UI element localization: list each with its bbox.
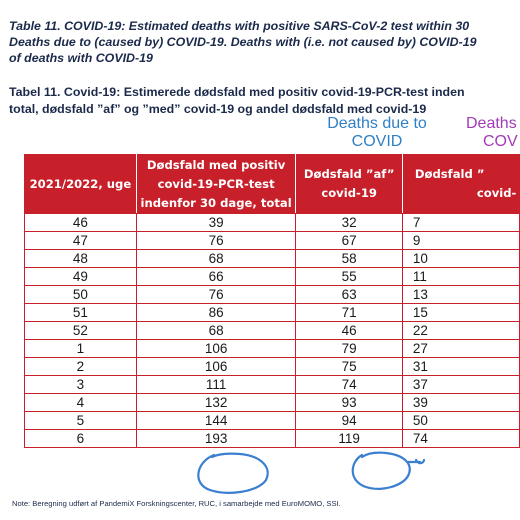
cell-total: 86 [135,303,297,322]
cell-week: 47 [24,231,137,250]
header-due-line-2: covid-19 [321,186,377,200]
header-week: 2021/2022, uge [24,154,137,214]
annotation-blue-line-1: Deaths due to [327,115,427,132]
table-row: 48 68 58 10 [24,249,520,268]
cell-total: 68 [135,321,297,340]
cell-total: 68 [135,249,297,268]
cell-with: 27 [401,339,520,358]
cell-with: 10 [401,249,520,268]
cell-due-to: 74 [295,375,403,394]
cell-due-to: 71 [295,303,403,322]
cell-due-to: 32 [295,213,403,232]
header-deaths-due-to: Dødsfald ”af” covid-19 [295,154,403,214]
table-title-danish: Tabel 11. Covid-19: Estimerede dødsfald … [9,84,520,118]
cell-week: 50 [24,285,137,304]
cell-total: 106 [135,339,297,358]
cell-with: 15 [401,303,520,322]
table-row: 1 106 79 27 [24,339,520,358]
table-row: 52 68 46 22 [24,321,520,340]
annotation-blue-line-2: COVID [351,133,403,150]
title-da-line-2: total, dødsfald ”af” og ”med” covid-19 o… [9,102,427,116]
header-due-line-1: Dødsfald ”af” [303,167,395,181]
cell-due-to: 79 [295,339,403,358]
table-header-row: 2021/2022, uge Dødsfald med positiv covi… [24,154,520,214]
table-row: 47 76 67 9 [24,231,520,250]
title-da-line-1: Tabel 11. Covid-19: Estimerede dødsfald … [9,85,465,99]
title-en-line-2: Deaths due to (caused by) COVID-19. Deat… [9,35,477,49]
cell-with: 9 [401,231,520,250]
cell-with: 39 [401,393,520,412]
table-row: 51 86 71 15 [24,303,520,322]
cell-due-to: 119 [295,429,403,448]
cell-with: 74 [401,429,520,448]
cell-with: 7 [401,213,520,232]
title-en-line-1: Table 11. COVID-19: Estimated deaths wit… [9,19,470,33]
header-total-line-2: covid-19-PCR-test [157,176,275,191]
table-row: 4 132 93 39 [24,393,520,412]
annotation-purple-line-2: COV [483,133,518,150]
header-total-line-3: indenfor 30 dage, total [140,195,292,210]
cell-week: 48 [24,249,137,268]
cell-week: 5 [24,411,137,430]
table-row: 46 39 32 7 [24,213,520,232]
table-row: 49 66 55 11 [24,267,520,286]
circle-total-193 [197,452,269,494]
cell-total: 193 [135,429,297,448]
cell-due-to: 94 [295,411,403,430]
cell-total: 76 [135,285,297,304]
cell-with: 31 [401,357,520,376]
cell-week: 2 [24,357,137,376]
circle-due-to-119 [351,451,426,490]
table-row: 3 111 74 37 [24,375,520,394]
header-week-line-1: 2021/2022, uge [29,176,132,191]
header-with-line-2: covid- [476,186,517,200]
cell-week: 51 [24,303,137,322]
cell-week: 49 [24,267,137,286]
cell-total: 39 [135,213,297,232]
footnote: Note: Beregning udført af PandemiX Forsk… [12,499,341,508]
cell-week: 1 [24,339,137,358]
cell-due-to: 67 [295,231,403,250]
cell-due-to: 93 [295,393,403,412]
cell-with: 37 [401,375,520,394]
cell-with: 13 [401,285,520,304]
cell-due-to: 58 [295,249,403,268]
table-title-english: Table 11. COVID-19: Estimated deaths wit… [9,18,520,66]
header-total-deaths: Dødsfald med positiv covid-19-PCR-test i… [135,154,297,214]
header-deaths-with: Dødsfald ” covid- [401,154,520,214]
annotation-deaths-due-to-covid: Deaths due to COVID [318,115,436,151]
cell-total: 111 [135,375,297,394]
cell-total: 106 [135,357,297,376]
cell-total: 144 [135,411,297,430]
cell-week: 4 [24,393,137,412]
cell-total: 132 [135,393,297,412]
cell-due-to: 63 [295,285,403,304]
deaths-table: 2021/2022, uge Dødsfald med positiv covi… [24,154,520,448]
annotation-deaths-with-covid: Deaths COV [466,115,520,151]
header-total-line-1: Dødsfald med positiv [146,157,286,172]
cell-total: 76 [135,231,297,250]
cell-with: 22 [401,321,520,340]
cell-due-to: 46 [295,321,403,340]
cell-week: 6 [24,429,137,448]
annotation-purple-line-1: Deaths [466,115,517,132]
cell-week: 46 [24,213,137,232]
cell-due-to: 55 [295,267,403,286]
cell-total: 66 [135,267,297,286]
header-with-line-1: Dødsfald ” [414,167,485,181]
table-row: 6 193 119 74 [24,429,520,448]
cell-week: 3 [24,375,137,394]
table-row: 2 106 75 31 [24,357,520,376]
table-row: 5 144 94 50 [24,411,520,430]
cell-week: 52 [24,321,137,340]
table-row: 50 76 63 13 [24,285,520,304]
title-en-line-3: of deaths with COVID-19 [9,51,153,65]
cell-with: 11 [401,267,520,286]
cell-due-to: 75 [295,357,403,376]
cell-with: 50 [401,411,520,430]
